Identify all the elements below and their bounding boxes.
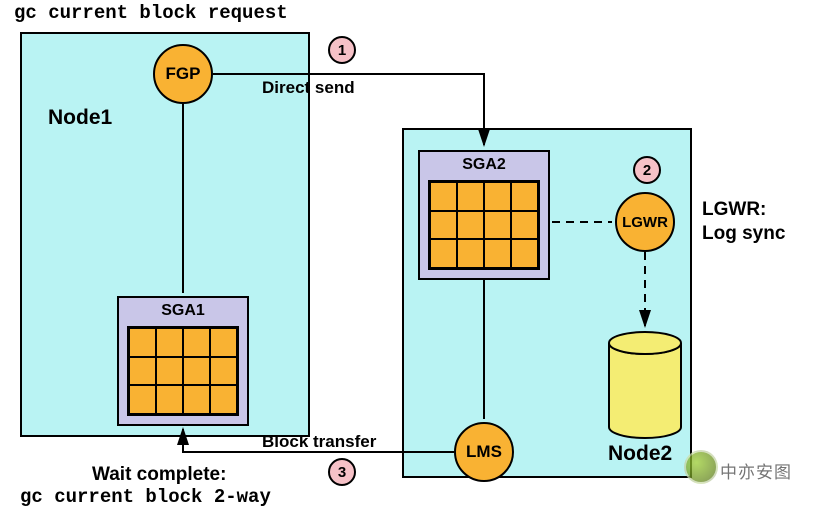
grid-cell: [457, 182, 484, 211]
grid-cell: [183, 328, 210, 357]
sga1-grid: [127, 326, 239, 416]
wait-complete-line2: gc current block 2-way: [20, 486, 271, 508]
grid-cell: [210, 357, 237, 386]
node1-label: Node1: [48, 106, 112, 130]
grid-cell: [183, 385, 210, 414]
grid-cell: [156, 357, 183, 386]
sga2-grid: [428, 180, 540, 270]
grid-cell: [129, 385, 156, 414]
grid-cell: [511, 239, 538, 268]
node2-label: Node2: [608, 442, 672, 466]
grid-cell: [484, 239, 511, 268]
process-fgp: FGP: [153, 44, 213, 104]
wait-complete-line1: Wait complete:: [92, 464, 226, 486]
grid-cell: [457, 239, 484, 268]
grid-cell: [210, 328, 237, 357]
grid-cell: [511, 211, 538, 240]
sga1-label: SGA1: [119, 298, 247, 320]
sga2-label: SGA2: [420, 152, 548, 174]
grid-cell: [129, 328, 156, 357]
grid-cell: [511, 182, 538, 211]
step-badge-3: 3: [328, 458, 356, 486]
grid-cell: [430, 211, 457, 240]
step-badge-1: 1: [328, 36, 356, 64]
watermark-text: 中亦安图: [720, 458, 792, 483]
step-badge-2: 2: [633, 156, 661, 184]
grid-cell: [183, 357, 210, 386]
edge-label-block_transfer: Block transfer: [262, 432, 376, 452]
grid-cell: [210, 385, 237, 414]
grid-cell: [430, 239, 457, 268]
grid-cell: [484, 211, 511, 240]
grid-cell: [430, 182, 457, 211]
grid-cell: [484, 182, 511, 211]
lgwr-side-label: LGWR: Log sync: [702, 198, 785, 246]
title: gc current block request: [14, 2, 288, 24]
process-lms: LMS: [454, 422, 514, 482]
grid-cell: [156, 385, 183, 414]
grid-cell: [156, 328, 183, 357]
process-lgwr: LGWR: [615, 192, 675, 252]
edge-label-direct_send: Direct send: [262, 78, 355, 98]
grid-cell: [129, 357, 156, 386]
grid-cell: [457, 211, 484, 240]
watermark-icon: [684, 450, 718, 484]
